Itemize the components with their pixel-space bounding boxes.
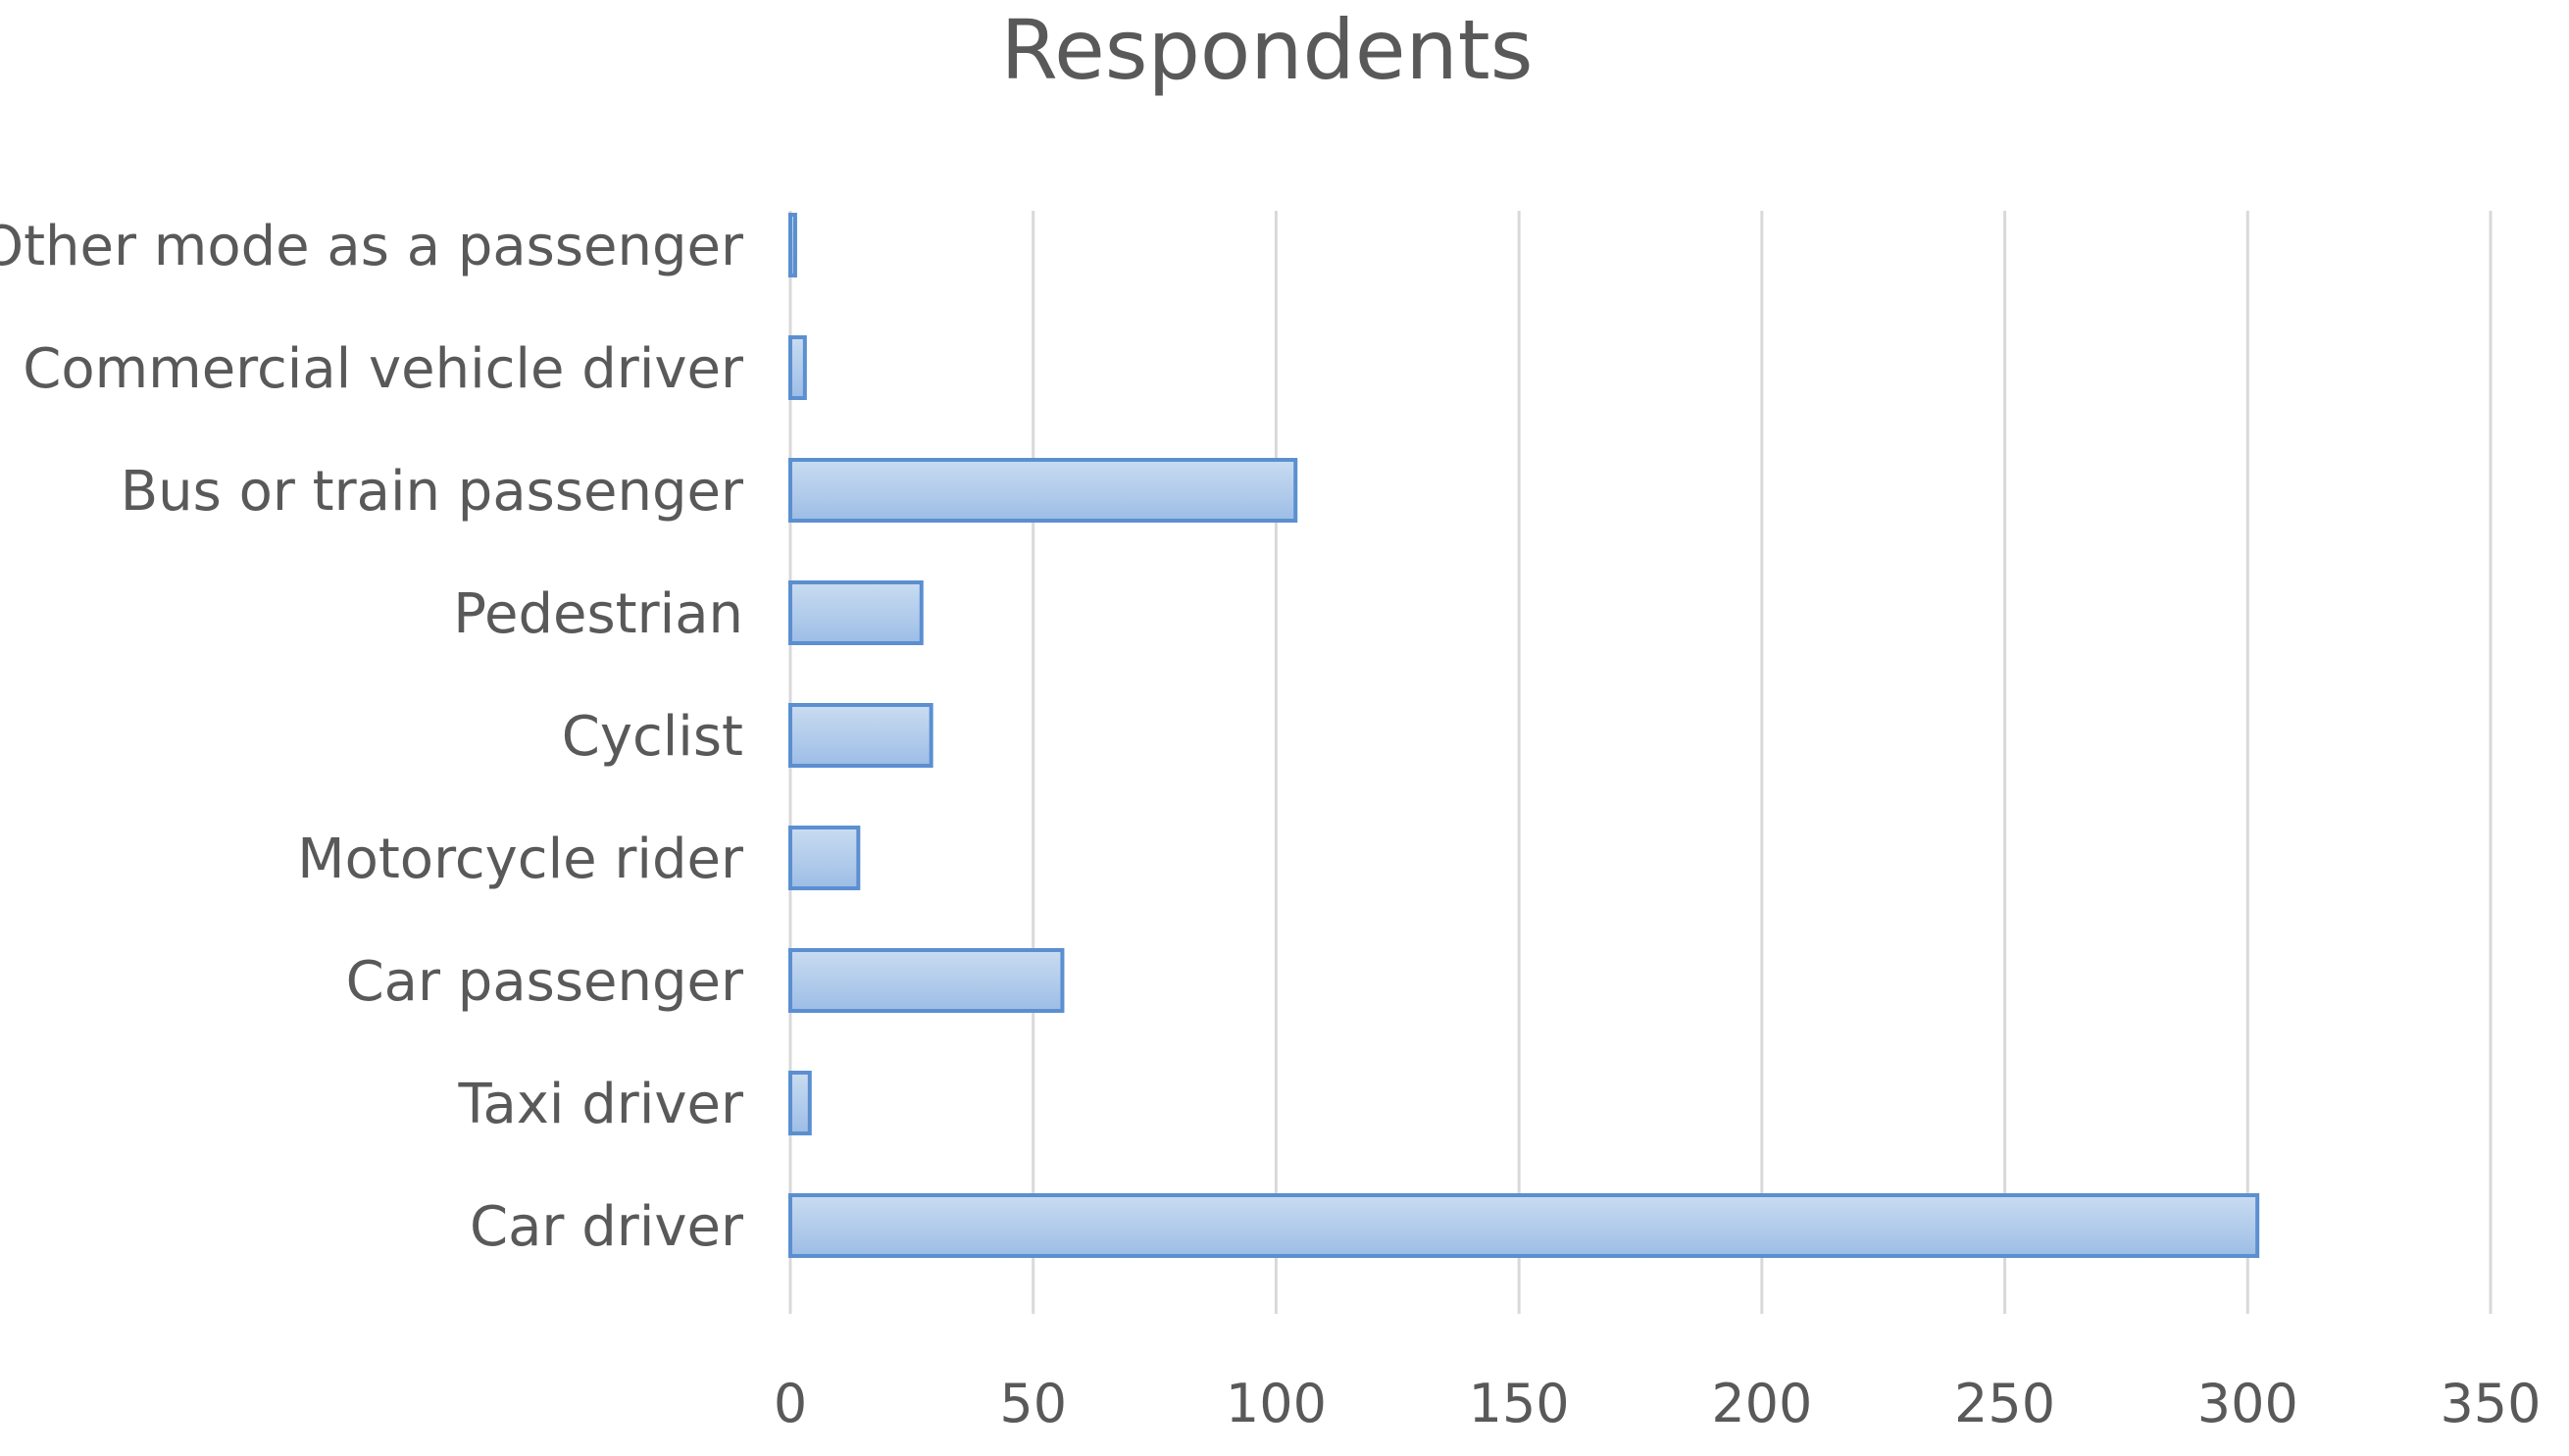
bar-bus-or-train-passenger <box>788 458 1298 523</box>
bars <box>788 213 2260 1258</box>
x-tick-label-50: 50 <box>999 1373 1067 1434</box>
category-label-car-passenger: Car passenger <box>346 950 744 1014</box>
x-tick-label-300: 300 <box>2197 1373 2298 1434</box>
x-tick-label-0: 0 <box>774 1373 807 1434</box>
bar-car-driver <box>788 1193 2260 1258</box>
chart-title: Respondents <box>1001 2 1534 98</box>
category-label-taxi-driver: Taxi driver <box>458 1073 744 1136</box>
category-label-other-mode-as-a-passenger: Other mode as a passenger <box>0 215 744 278</box>
x-axis-tick-labels: 0 50 100 150 200 250 300 350 <box>774 1373 2542 1434</box>
category-label-commercial-vehicle-driver: Commercial vehicle driver <box>23 337 744 401</box>
bar-commercial-vehicle-driver <box>788 335 807 400</box>
category-labels: Car driver Taxi driver Car passenger Motorc… <box>0 215 744 1259</box>
x-tick-label-100: 100 <box>1226 1373 1327 1434</box>
bar-pedestrian <box>788 580 924 645</box>
bar-car-passenger <box>788 948 1065 1013</box>
x-tick-label-350: 350 <box>2440 1373 2541 1434</box>
bar-motorcycle-rider <box>788 826 861 890</box>
x-tick-label-150: 150 <box>1469 1373 1570 1434</box>
category-label-bus-or-train-passenger: Bus or train passenger <box>121 460 744 524</box>
x-tick-label-250: 250 <box>1954 1373 2055 1434</box>
gridlines <box>788 211 2493 1314</box>
category-label-cyclist: Cyclist <box>562 705 743 769</box>
bar-other-mode-as-a-passenger <box>788 213 797 277</box>
x-tick-label-200: 200 <box>1711 1373 1812 1434</box>
category-label-pedestrian: Pedestrian <box>453 582 743 646</box>
category-label-motorcycle-rider: Motorcycle rider <box>297 828 744 891</box>
bar-taxi-driver <box>788 1071 812 1135</box>
category-label-car-driver: Car driver <box>470 1195 744 1259</box>
bar-cyclist <box>788 703 933 768</box>
